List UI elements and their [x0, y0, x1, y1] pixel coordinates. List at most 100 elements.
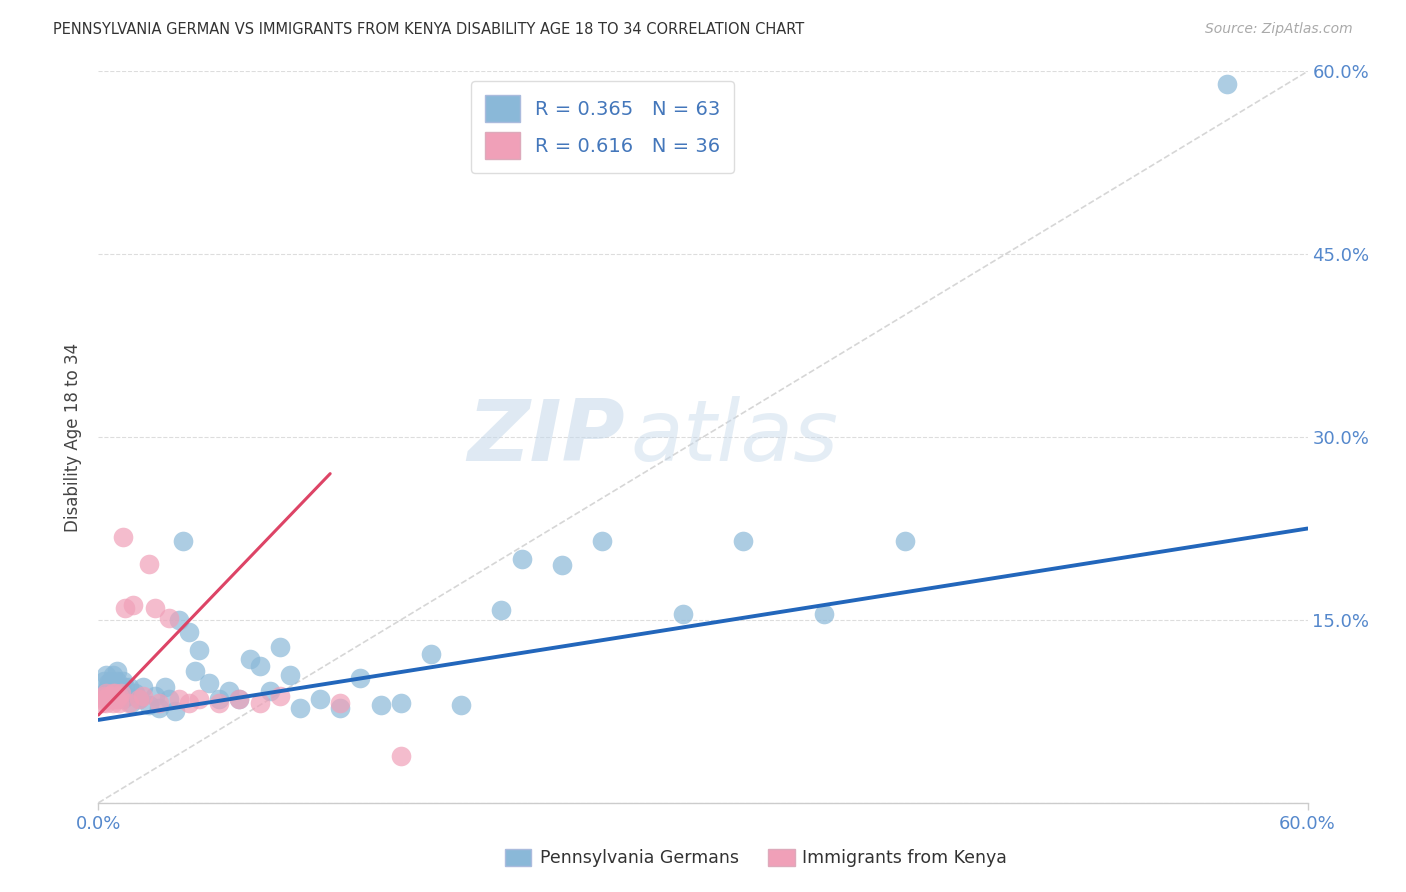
Point — [420, 647, 443, 661]
Point — [370, 698, 392, 713]
Point — [103, 689, 125, 703]
Point — [110, 686, 132, 700]
Point — [389, 696, 412, 710]
Point — [228, 692, 250, 706]
Point — [153, 680, 176, 694]
Point — [450, 698, 472, 713]
Point — [157, 610, 180, 624]
Point — [100, 686, 122, 700]
Text: PENNSYLVANIA GERMAN VS IMMIGRANTS FROM KENYA DISABILITY AGE 18 TO 34 CORRELATION: PENNSYLVANIA GERMAN VS IMMIGRANTS FROM K… — [53, 22, 804, 37]
Y-axis label: Disability Age 18 to 34: Disability Age 18 to 34 — [65, 343, 83, 532]
Point — [184, 664, 207, 678]
Point — [198, 676, 221, 690]
Point — [163, 705, 186, 719]
Point — [105, 673, 128, 688]
Point — [288, 700, 311, 714]
Point — [510, 552, 533, 566]
Point — [143, 600, 166, 615]
Point — [148, 700, 170, 714]
Point — [551, 558, 574, 573]
Point — [118, 696, 141, 710]
Point — [128, 692, 150, 706]
FancyBboxPatch shape — [768, 849, 794, 866]
Point — [269, 640, 291, 654]
Point — [733, 533, 755, 548]
Point — [157, 692, 180, 706]
Point — [111, 692, 134, 706]
Point — [107, 689, 129, 703]
Point — [93, 689, 115, 703]
Point — [107, 680, 129, 694]
Point — [97, 689, 120, 703]
Point — [672, 607, 695, 621]
Point — [172, 533, 194, 548]
Point — [259, 683, 281, 698]
Point — [101, 686, 124, 700]
Point — [111, 673, 134, 688]
Text: ZIP: ZIP — [467, 395, 624, 479]
Point — [179, 696, 201, 710]
Point — [239, 652, 262, 666]
Point — [96, 667, 118, 681]
Point — [249, 696, 271, 710]
Point — [329, 700, 352, 714]
Text: Source: ZipAtlas.com: Source: ZipAtlas.com — [1205, 22, 1353, 37]
Point — [111, 530, 134, 544]
Point — [101, 683, 124, 698]
Point — [96, 686, 118, 700]
Text: atlas: atlas — [630, 395, 838, 479]
Point — [101, 696, 124, 710]
Point — [105, 692, 128, 706]
Point — [249, 659, 271, 673]
Point — [96, 696, 118, 710]
Point — [167, 692, 190, 706]
Point — [97, 676, 120, 690]
FancyBboxPatch shape — [505, 849, 531, 866]
Point — [491, 603, 513, 617]
Point — [96, 683, 118, 698]
Point — [124, 686, 146, 700]
Point — [208, 692, 231, 706]
Point — [138, 698, 160, 713]
Point — [329, 696, 352, 710]
Point — [1216, 77, 1239, 91]
Point — [100, 692, 122, 706]
Point — [115, 689, 138, 703]
Point — [97, 689, 120, 703]
Point — [167, 613, 190, 627]
Point — [118, 680, 141, 694]
Point — [103, 686, 125, 700]
Point — [138, 557, 160, 571]
Point — [208, 696, 231, 710]
Point — [91, 696, 114, 710]
Text: Immigrants from Kenya: Immigrants from Kenya — [803, 848, 1007, 867]
Point — [120, 696, 142, 710]
Point — [93, 673, 115, 688]
Point — [100, 689, 122, 703]
Point — [813, 607, 835, 621]
Point — [893, 533, 915, 548]
Text: Pennsylvania Germans: Pennsylvania Germans — [540, 848, 738, 867]
Point — [188, 692, 211, 706]
Point — [107, 689, 129, 703]
Point — [100, 673, 122, 688]
Point — [143, 689, 166, 703]
Point — [103, 692, 125, 706]
Point — [389, 749, 412, 764]
Point — [114, 680, 136, 694]
Point — [148, 696, 170, 710]
Point — [591, 533, 613, 548]
Point — [121, 599, 143, 613]
Point — [97, 680, 120, 694]
Point — [228, 692, 250, 706]
Point — [97, 692, 120, 706]
Point — [93, 692, 115, 706]
Point — [179, 625, 201, 640]
Point — [107, 696, 129, 710]
Point — [309, 692, 332, 706]
Point — [188, 643, 211, 657]
Point — [103, 680, 125, 694]
Point — [132, 689, 155, 703]
Point — [269, 689, 291, 703]
Point — [128, 692, 150, 706]
